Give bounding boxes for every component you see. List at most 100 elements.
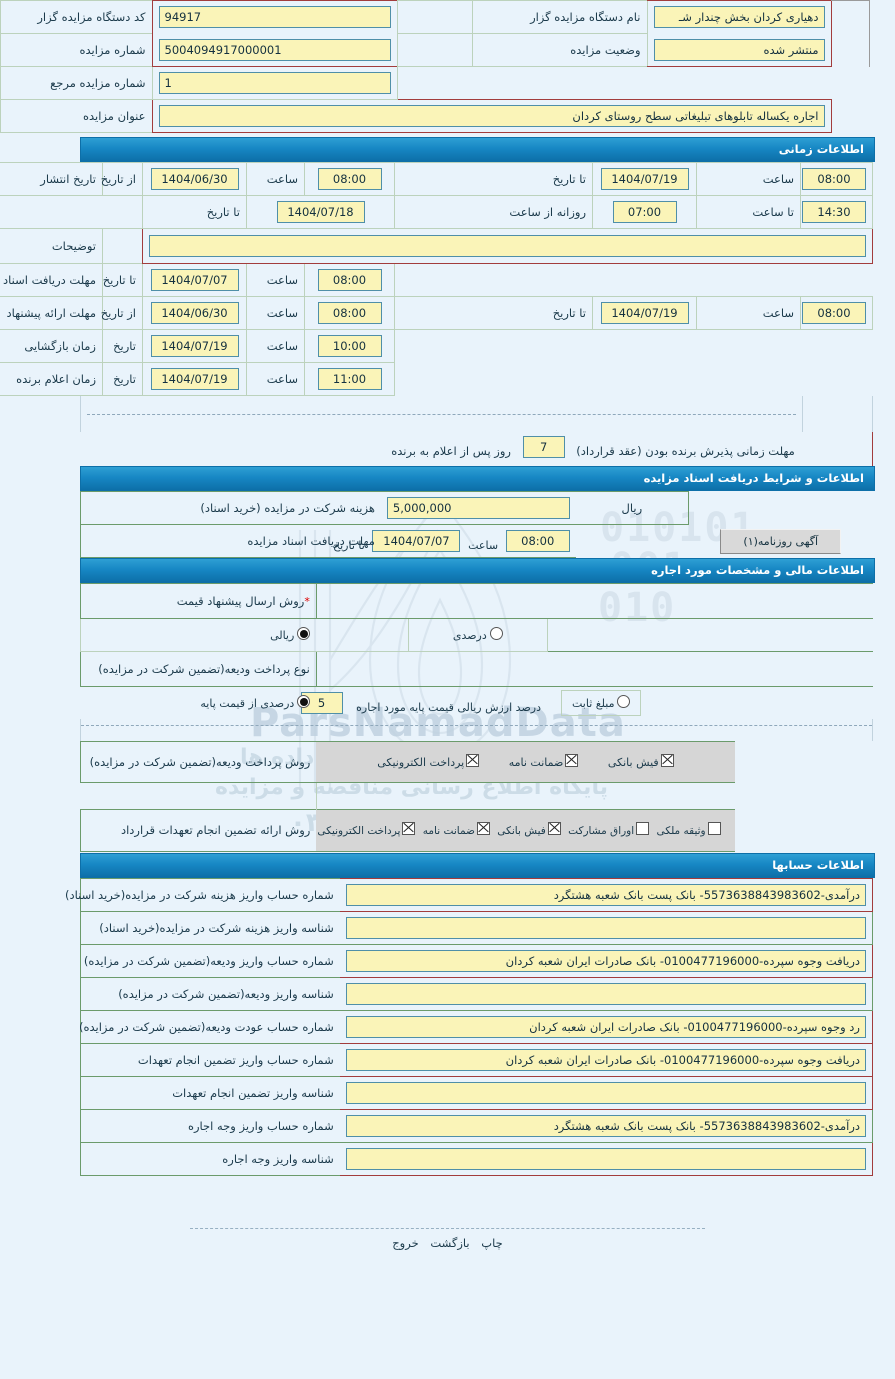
status-label: وضعیت مزایده [471, 33, 648, 67]
fixed-amount-cell[interactable]: مبلغ ثابت [547, 687, 873, 720]
time-info-block: 08:00 ساعت 1404/07/19 تا تاریخ 08:00 ساع… [0, 162, 873, 396]
winner-time-cell: 11:00 [304, 362, 395, 396]
guarantee-method-bonds[interactable]: اوراق مشارکت [568, 822, 650, 837]
account-value[interactable] [345, 983, 866, 1005]
status-value[interactable]: منتشر شده [653, 38, 825, 61]
opening-time[interactable]: 10:00 [317, 335, 382, 357]
radio-percent-base-icon[interactable] [297, 695, 311, 708]
agency-name-value[interactable]: دهیاری کردان بخش چندار شـ [653, 6, 825, 29]
account-value[interactable]: رد وجوه سپرده-0100477196000- بانک صادرات… [345, 1016, 866, 1038]
checkbox-g-guarantee-icon[interactable] [476, 822, 490, 835]
radio-fixed-amount-icon[interactable] [617, 695, 631, 708]
financial-table: *روش ارسال پیشنهاد قیمت درصدی ریالی نوع … [80, 583, 873, 719]
radio-percent-icon[interactable] [489, 627, 503, 640]
guarantee-gap-left [315, 782, 873, 810]
acceptance-days-value[interactable]: 7 [522, 435, 565, 458]
account-value[interactable] [345, 1082, 866, 1104]
visit-daily-to[interactable]: 14:30 [802, 201, 866, 223]
notes-value[interactable] [149, 235, 866, 257]
auction-no-value[interactable]: 5004094917000001 [158, 38, 391, 61]
agency-code-value[interactable]: 94917 [158, 6, 391, 29]
percent-option-cell[interactable]: درصدی از قیمت پایه [81, 687, 317, 720]
table-row-deposit-methods: فیش بانکی ضمانت نامه پرداخت الکترونیکی ر… [80, 741, 874, 783]
table-row: شناسه واریز هزینه شرکت در مزایده(خرید اس… [79, 911, 873, 945]
fixed-amount-wrapper[interactable]: مبلغ ثابت [561, 690, 642, 716]
deposit-method-epay[interactable]: پرداخت الکترونیکی [377, 754, 480, 769]
submit-to-date-cell: 1404/07/19 [592, 296, 697, 330]
acceptance-dash-cell [79, 396, 803, 432]
submit-from-label: از تاریخ [101, 296, 143, 330]
submit-from-date[interactable]: 1404/06/30 [150, 302, 239, 324]
publish-hour-label-1: ساعت [246, 162, 305, 196]
agency-code-cell: 94917 [151, 0, 397, 34]
ref-no-value[interactable]: 1 [158, 72, 391, 94]
submit-to-date[interactable]: 1404/07/19 [600, 302, 689, 324]
account-label: شماره حساب واریز ودیعه(تضمین شرکت در مزا… [79, 944, 340, 978]
publish-to-time[interactable]: 08:00 [802, 168, 866, 190]
deadline-date[interactable]: 1404/07/07 [372, 529, 461, 552]
deadline-time[interactable]: 08:00 [505, 529, 570, 552]
winner-time[interactable]: 11:00 [317, 368, 382, 390]
account-value[interactable]: دریافت وجوه سپرده-0100477196000- بانک صا… [345, 950, 866, 972]
account-value[interactable]: درآمدی-5573638843983602- بانک پست بانک ش… [345, 884, 866, 906]
opening-date-cell: 1404/07/19 [142, 329, 247, 363]
publish-from-time-cell: 08:00 [304, 162, 395, 196]
account-value[interactable]: درآمدی-5573638843983602- بانک پست بانک ش… [345, 1115, 866, 1137]
deposit-method-bank-receipt[interactable]: فیش بانکی [608, 754, 674, 769]
checkbox-bonds-icon[interactable] [636, 822, 650, 835]
guarantee-method-epay[interactable]: پرداخت الکترونیکی [317, 822, 416, 837]
fee-value[interactable]: 5,000,000 [386, 497, 570, 519]
option-percent-cell[interactable]: درصدی [408, 618, 548, 652]
checkbox-g-bank-receipt-icon[interactable] [547, 822, 561, 835]
publish-from-date[interactable]: 1404/06/30 [150, 168, 239, 190]
table-row: دریافت وجوه سپرده-0100477196000- بانک صا… [79, 944, 873, 978]
auction-no-label: شماره مزایده [0, 33, 153, 67]
required-asterisk: * [304, 594, 310, 608]
accounts-tbody: درآمدی-5573638843983602- بانک پست بانک ش… [65, 878, 873, 1176]
publish-from-time[interactable]: 08:00 [317, 168, 382, 190]
publish-from-label: از تاریخ [101, 162, 143, 196]
table-row-visit: 14:30 تا ساعت 07:00 روزانه از ساعت 1404/… [0, 195, 873, 229]
account-label: شماره حساب واریز هزینه شرکت در مزایده(خر… [65, 878, 340, 912]
deposit-methods-table: فیش بانکی ضمانت نامه پرداخت الکترونیکی ر… [80, 741, 873, 852]
table-row-publish: 08:00 ساعت 1404/07/19 تا تاریخ 08:00 ساع… [0, 162, 873, 196]
submit-from-time[interactable]: 08:00 [317, 302, 382, 324]
account-label: شناسه واریز هزینه شرکت در مزایده(خرید اس… [79, 911, 340, 945]
receive-docs-date-cell: 1404/07/07 [142, 263, 247, 297]
visit-daily-from[interactable]: 07:00 [612, 201, 677, 223]
acceptance-dash-left [802, 396, 873, 432]
print-link[interactable]: چاپ [481, 1236, 503, 1250]
radio-rial-icon[interactable] [297, 627, 311, 640]
receive-docs-time[interactable]: 08:00 [317, 269, 382, 291]
empty-cell-a [396, 0, 473, 34]
opening-date[interactable]: 1404/07/19 [150, 335, 239, 357]
account-value-cell: دریافت وجوه سپرده-0100477196000- بانک صا… [339, 944, 873, 978]
notes-spacer [102, 228, 143, 264]
winner-date[interactable]: 1404/07/19 [150, 368, 239, 390]
guarantee-method-bank-receipt[interactable]: فیش بانکی [497, 822, 561, 837]
submit-to-time[interactable]: 08:00 [802, 302, 866, 324]
agency-name-label: نام دستگاه مزایده گزار [471, 0, 648, 34]
deposit-method-guarantee[interactable]: ضمانت نامه [509, 754, 579, 769]
receive-docs-date[interactable]: 1404/07/07 [150, 269, 239, 291]
account-value[interactable] [345, 917, 866, 939]
visit-to-date[interactable]: 1404/07/18 [276, 201, 365, 223]
option-gap-cell [316, 618, 410, 652]
newspaper-announcement-button[interactable]: آگهی روزنامه(۱) [720, 528, 842, 554]
account-value[interactable]: دریافت وجوه سپرده-0100477196000- بانک صا… [345, 1049, 866, 1071]
title-value[interactable]: اجاره یکساله تابلوهای تبلیغاتی سطح روستا… [158, 105, 825, 127]
checkbox-property-icon[interactable] [707, 822, 721, 835]
option-rial-cell[interactable]: ریالی [80, 618, 317, 652]
publish-to-date[interactable]: 1404/07/19 [600, 168, 689, 190]
account-value[interactable] [345, 1148, 866, 1170]
checkbox-epay-icon[interactable] [466, 754, 480, 767]
checkbox-bank-receipt-icon[interactable] [660, 754, 674, 767]
checkbox-g-epay-icon[interactable] [402, 822, 416, 835]
back-link[interactable]: بازگشت [430, 1236, 470, 1250]
guarantee-method-property[interactable]: وثیقه ملکی [657, 822, 721, 837]
exit-link[interactable]: خروج [392, 1236, 419, 1250]
guarantee-method-guarantee[interactable]: ضمانت نامه [423, 822, 490, 837]
footer-divider [190, 1228, 705, 1229]
checkbox-guarantee-icon[interactable] [565, 754, 579, 767]
deadline-fields-cell: 08:00 ساعت 1404/07/07 تا تاریخ [333, 524, 576, 558]
